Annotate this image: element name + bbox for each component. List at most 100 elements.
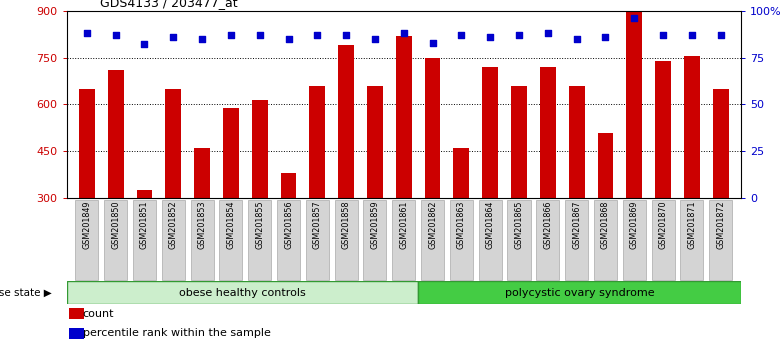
Point xyxy=(599,34,612,40)
Point xyxy=(282,36,295,41)
FancyBboxPatch shape xyxy=(652,200,674,280)
FancyBboxPatch shape xyxy=(162,200,185,280)
FancyBboxPatch shape xyxy=(104,200,127,280)
Text: GSM201872: GSM201872 xyxy=(717,201,725,249)
FancyBboxPatch shape xyxy=(507,200,531,280)
Text: obese healthy controls: obese healthy controls xyxy=(180,288,306,298)
Point xyxy=(224,32,237,38)
FancyBboxPatch shape xyxy=(75,200,98,280)
Bar xyxy=(568,86,585,198)
Bar xyxy=(684,56,700,198)
Point xyxy=(628,15,641,21)
Bar xyxy=(194,148,210,198)
Text: GSM201855: GSM201855 xyxy=(255,201,264,249)
Bar xyxy=(655,61,671,198)
FancyBboxPatch shape xyxy=(392,200,416,280)
Bar xyxy=(540,67,556,198)
Text: GSM201861: GSM201861 xyxy=(399,201,408,249)
Point xyxy=(397,30,410,36)
FancyBboxPatch shape xyxy=(133,200,156,280)
Text: GSM201854: GSM201854 xyxy=(227,201,235,249)
Point xyxy=(167,34,180,40)
Text: disease state ▶: disease state ▶ xyxy=(0,288,52,298)
FancyBboxPatch shape xyxy=(220,200,242,280)
Text: GSM201868: GSM201868 xyxy=(601,201,610,249)
Text: GSM201857: GSM201857 xyxy=(313,201,321,249)
Bar xyxy=(338,45,354,198)
Bar xyxy=(136,190,152,198)
Text: percentile rank within the sample: percentile rank within the sample xyxy=(83,328,270,338)
Bar xyxy=(69,308,84,319)
Bar xyxy=(713,89,728,198)
FancyBboxPatch shape xyxy=(191,200,213,280)
Point xyxy=(513,32,525,38)
Point xyxy=(571,36,583,41)
Point xyxy=(339,32,352,38)
Point xyxy=(714,32,727,38)
Text: GDS4133 / 203477_at: GDS4133 / 203477_at xyxy=(100,0,238,10)
Text: GSM201856: GSM201856 xyxy=(284,201,293,249)
Text: GSM201859: GSM201859 xyxy=(371,201,379,249)
Bar xyxy=(396,36,412,198)
Point xyxy=(426,40,439,45)
Point xyxy=(311,32,324,38)
Bar xyxy=(626,11,642,198)
Text: GSM201871: GSM201871 xyxy=(688,201,696,249)
Text: GSM201866: GSM201866 xyxy=(543,201,553,249)
FancyBboxPatch shape xyxy=(681,200,703,280)
Bar xyxy=(223,108,239,198)
Bar xyxy=(425,57,441,198)
FancyBboxPatch shape xyxy=(450,200,473,280)
Bar xyxy=(310,86,325,198)
Bar xyxy=(281,173,296,198)
Text: GSM201865: GSM201865 xyxy=(514,201,524,249)
FancyBboxPatch shape xyxy=(710,200,732,280)
FancyBboxPatch shape xyxy=(249,200,271,280)
Point xyxy=(368,36,381,41)
Bar xyxy=(252,100,267,198)
Point xyxy=(196,36,209,41)
Bar xyxy=(69,328,84,339)
Point xyxy=(456,32,468,38)
Bar xyxy=(597,133,613,198)
Point xyxy=(81,30,93,36)
Bar xyxy=(67,281,419,304)
Text: GSM201870: GSM201870 xyxy=(659,201,668,249)
Bar xyxy=(79,89,95,198)
Bar xyxy=(165,89,181,198)
FancyBboxPatch shape xyxy=(479,200,502,280)
Text: GSM201863: GSM201863 xyxy=(457,201,466,249)
Text: GSM201849: GSM201849 xyxy=(82,201,91,249)
Bar xyxy=(511,86,527,198)
Bar xyxy=(453,148,470,198)
Bar xyxy=(419,281,741,304)
Text: GSM201852: GSM201852 xyxy=(169,201,178,249)
Bar xyxy=(107,70,124,198)
Text: GSM201850: GSM201850 xyxy=(111,201,120,249)
FancyBboxPatch shape xyxy=(565,200,588,280)
Text: count: count xyxy=(83,309,114,319)
Point xyxy=(138,41,151,47)
Text: GSM201867: GSM201867 xyxy=(572,201,581,249)
Text: polycystic ovary syndrome: polycystic ovary syndrome xyxy=(505,288,655,298)
FancyBboxPatch shape xyxy=(622,200,646,280)
FancyBboxPatch shape xyxy=(536,200,559,280)
Text: GSM201853: GSM201853 xyxy=(198,201,206,249)
Bar xyxy=(482,67,498,198)
Text: GSM201851: GSM201851 xyxy=(140,201,149,249)
FancyBboxPatch shape xyxy=(421,200,444,280)
Point xyxy=(686,32,699,38)
FancyBboxPatch shape xyxy=(594,200,617,280)
Text: GSM201858: GSM201858 xyxy=(342,201,350,249)
FancyBboxPatch shape xyxy=(364,200,387,280)
FancyBboxPatch shape xyxy=(335,200,358,280)
Text: GSM201869: GSM201869 xyxy=(630,201,639,249)
Text: GSM201864: GSM201864 xyxy=(486,201,495,249)
FancyBboxPatch shape xyxy=(277,200,300,280)
Point xyxy=(484,34,496,40)
Point xyxy=(253,32,266,38)
Point xyxy=(657,32,670,38)
Point xyxy=(542,30,554,36)
FancyBboxPatch shape xyxy=(306,200,328,280)
Text: GSM201862: GSM201862 xyxy=(428,201,437,249)
